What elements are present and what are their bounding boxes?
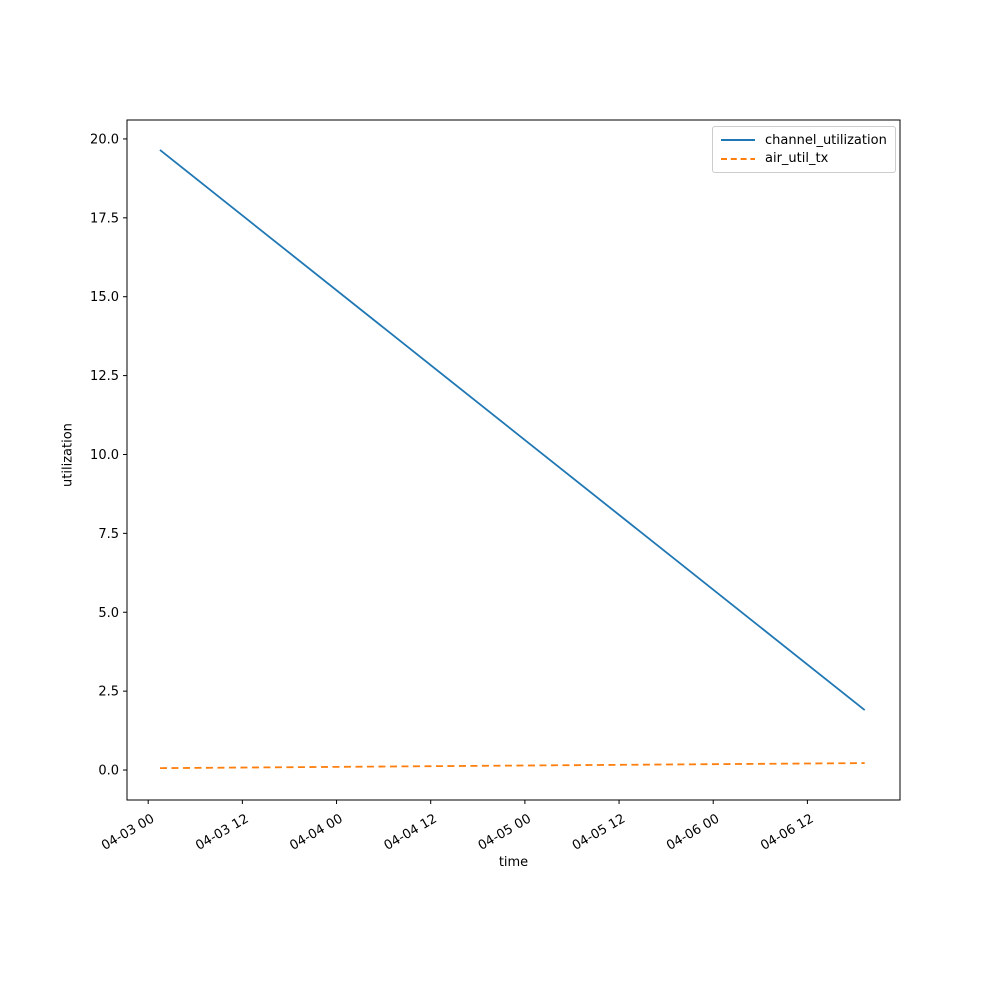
y-axis-title: utilization [60, 423, 76, 487]
y-tick-label: 2.5 [98, 685, 119, 700]
axes-spines [126, 119, 901, 801]
y-tick-label: 7.5 [98, 527, 119, 542]
x-tick-label: 04-06 12 [758, 811, 816, 853]
series-line-channel_utilization [159, 149, 866, 711]
x-tick-label: 04-04 00 [287, 811, 345, 853]
y-tick-label: 20.0 [90, 132, 119, 147]
legend-item-air-util-tx: air_util_tx [720, 152, 887, 166]
legend-label: air_util_tx [765, 151, 829, 167]
series-line-air_util_tx [159, 762, 865, 770]
y-tick-label: 17.5 [90, 211, 119, 226]
y-tick-label: 15.0 [90, 290, 119, 305]
legend-line-sample-solid-icon [721, 139, 755, 142]
x-tick-label: 04-03 00 [99, 811, 157, 853]
legend-item-channel-utilization: channel_utilization [720, 133, 887, 147]
x-axis-title: time [498, 855, 529, 870]
legend-label: channel_utilization [765, 132, 887, 148]
y-tick-label: 0.0 [98, 764, 119, 779]
x-tick-label: 04-05 12 [570, 811, 628, 853]
x-tick-label: 04-06 00 [664, 811, 722, 853]
x-tick-label: 04-05 00 [476, 811, 534, 853]
y-tick-label: 12.5 [90, 369, 119, 384]
x-tick-label: 04-04 12 [382, 811, 440, 853]
legend: channel_utilization air_util_tx [712, 126, 896, 173]
y-tick-label: 10.0 [90, 448, 119, 463]
y-tick-label: 5.0 [98, 606, 119, 621]
legend-line-sample-dashed-icon [721, 157, 755, 160]
x-tick-label: 04-03 12 [193, 811, 251, 853]
